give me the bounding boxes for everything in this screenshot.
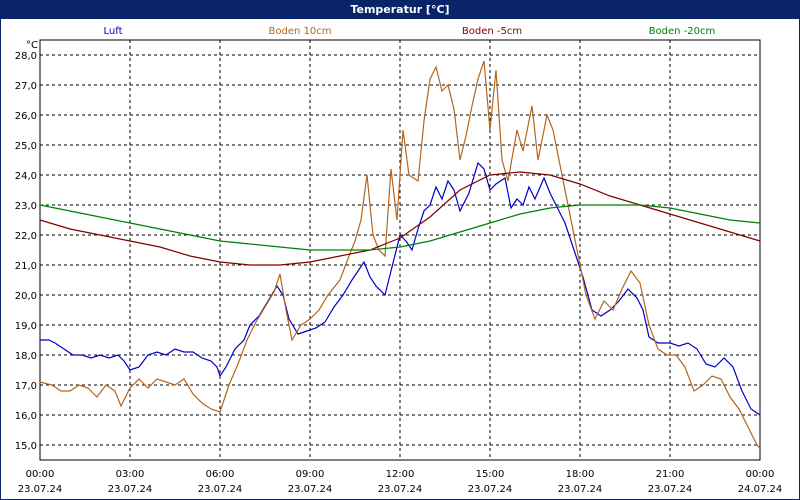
y-tick-label: 15,0	[15, 441, 37, 452]
legend-item: Boden -5cm	[462, 26, 522, 37]
x-tick-time: 18:00	[566, 469, 595, 480]
x-tick-time: 06:00	[206, 469, 235, 480]
y-tick-label: 20,0	[15, 291, 37, 302]
x-tick-time: 12:00	[386, 469, 415, 480]
x-tick-date: 23.07.24	[198, 484, 243, 495]
x-tick-date: 23.07.24	[648, 484, 693, 495]
y-axis-unit: °C	[26, 40, 38, 51]
x-axis: 00:00 23.07.24 03:00 23.07.24 06:00 23.07.24 0…	[18, 469, 783, 495]
x-tick-date: 23.07.24	[378, 484, 423, 495]
x-tick-time: 15:00	[476, 469, 505, 480]
series-line-boden-20cm	[39, 204, 761, 251]
legend: Luft Boden 10cm Boden -5cm Boden -20cm	[104, 26, 716, 37]
y-tick-label: 18,0	[15, 351, 37, 362]
y-tick-label: 21,0	[15, 261, 37, 272]
y-tick-label: 22,0	[15, 231, 37, 242]
y-tick-label: 23,0	[15, 201, 37, 212]
y-tick-label: 26,0	[15, 111, 37, 122]
x-tick-date: 24.07.24	[738, 484, 783, 495]
y-tick-label: 25,0	[15, 141, 37, 152]
legend-item: Boden 10cm	[269, 26, 332, 37]
x-tick-date: 23.07.24	[18, 484, 63, 495]
y-tick-label: 24,0	[15, 171, 37, 182]
legend-item: Luft	[104, 26, 123, 37]
y-tick-label: 28,0	[15, 51, 37, 62]
x-tick-time: 09:00	[296, 469, 325, 480]
series-line-boden-10cm	[39, 60, 761, 449]
series	[39, 60, 761, 449]
y-tick-label: 19,0	[15, 321, 37, 332]
x-tick-date: 23.07.24	[108, 484, 153, 495]
x-tick-time: 21:00	[656, 469, 685, 480]
y-axis: 15,0 16,0 17,0 18,0 19,0 20,0 21,0 22,0 23,0 24,0…	[15, 51, 37, 452]
y-tick-label: 16,0	[15, 411, 37, 422]
y-tick-label: 17,0	[15, 381, 37, 392]
legend-item: Boden -20cm	[649, 26, 716, 37]
x-tick-time: 03:00	[116, 469, 145, 480]
x-tick-time: 00:00	[26, 469, 55, 480]
window-title: Temperatur [°C]	[1, 1, 799, 19]
x-tick-date: 23.07.24	[288, 484, 333, 495]
grid	[40, 40, 760, 460]
x-tick-date: 23.07.24	[558, 484, 603, 495]
y-tick-label: 27,0	[15, 81, 37, 92]
series-line-luft	[40, 161, 761, 416]
x-tick-date: 23.07.24	[468, 484, 513, 495]
x-tick-time: 00:00	[746, 469, 775, 480]
